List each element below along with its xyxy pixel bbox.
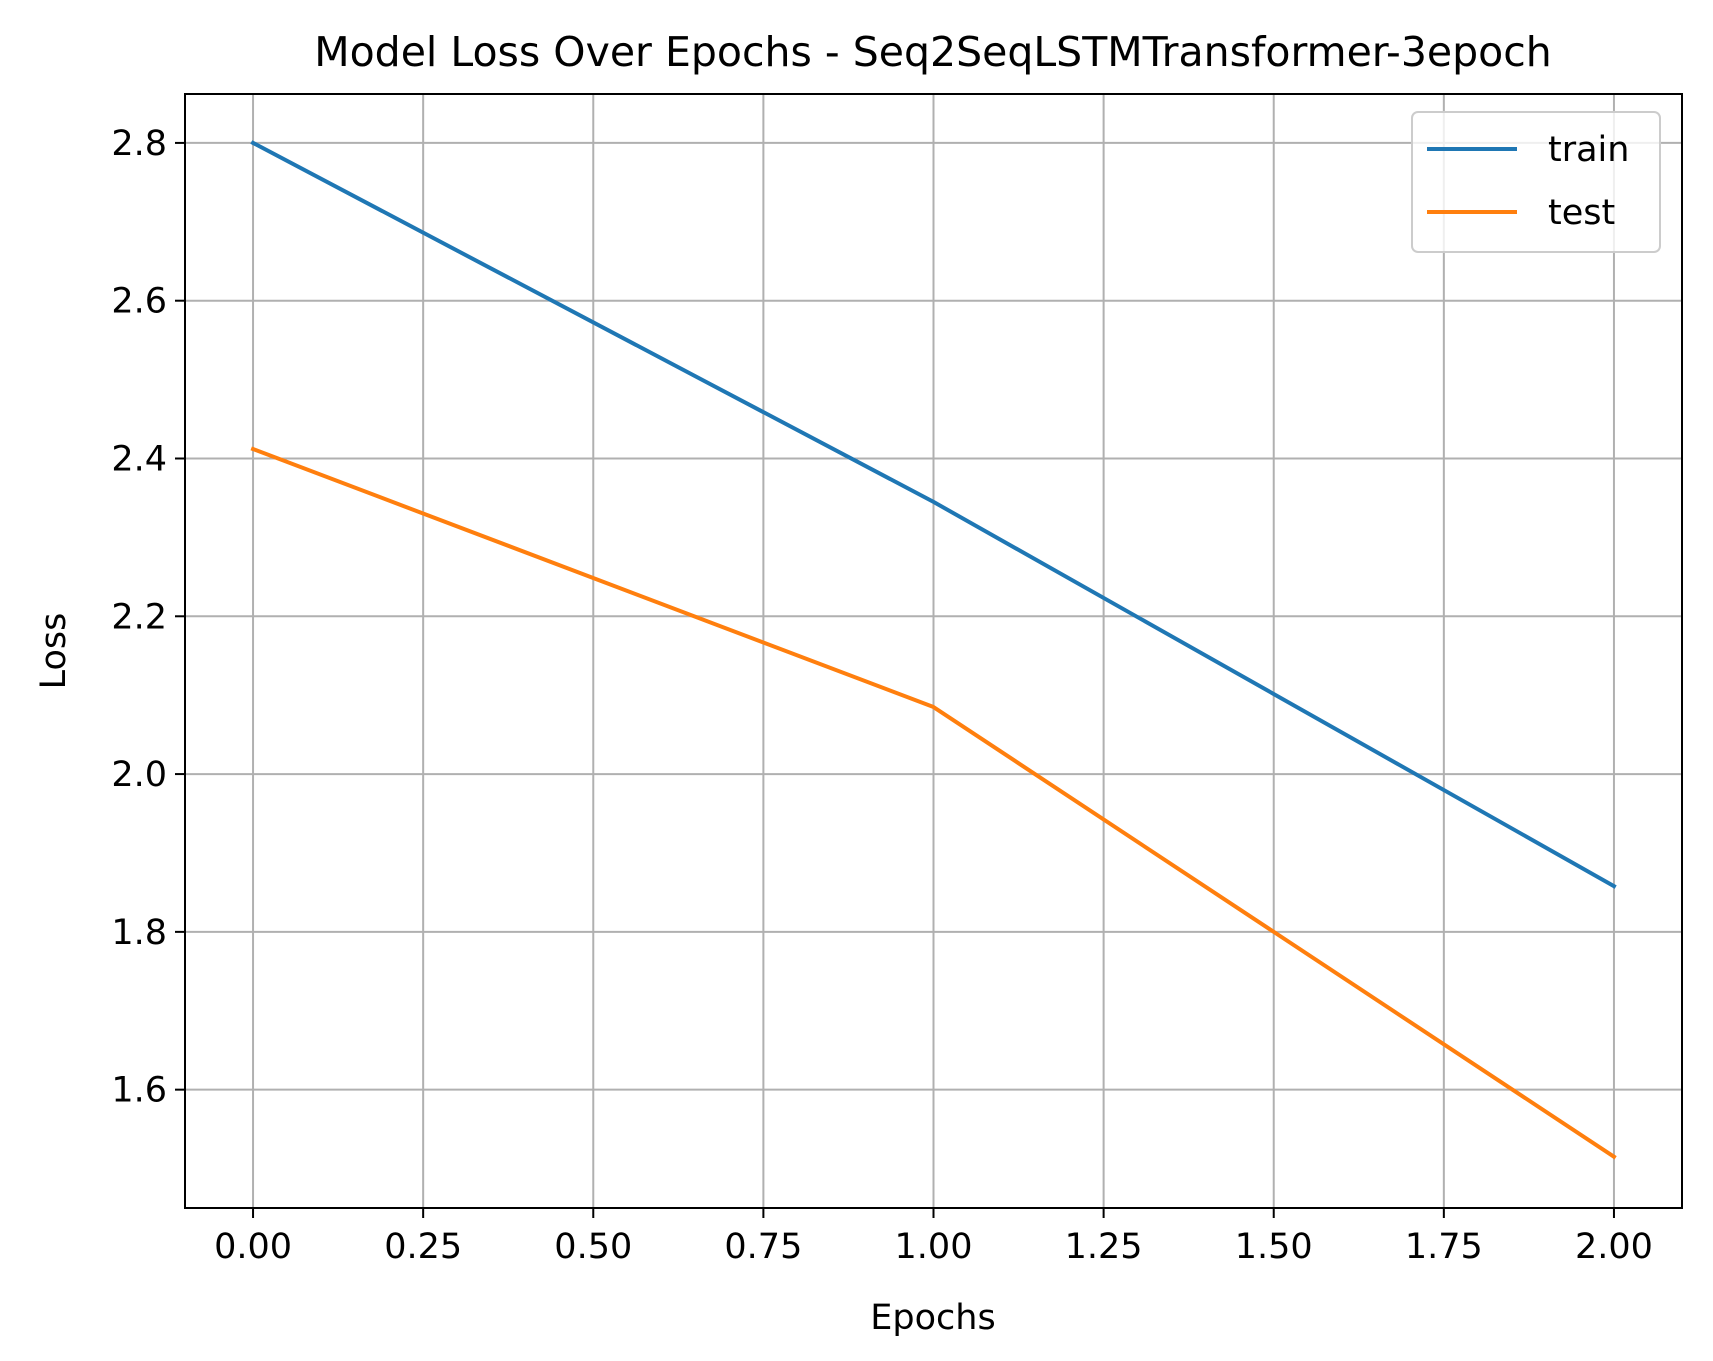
- x-tick-label: 1.50: [1235, 1227, 1313, 1267]
- series-line-train: [250, 140, 1617, 889]
- x-tick-label: 2.00: [1575, 1227, 1653, 1267]
- y-tick-label: 2.4: [111, 439, 167, 479]
- x-tick-label: 0.00: [214, 1227, 292, 1267]
- grid: [185, 94, 1682, 1208]
- y-tick-label: 2.0: [111, 755, 167, 795]
- x-axis-label: Epochs: [870, 1298, 995, 1338]
- legend-label-test: test: [1548, 193, 1615, 233]
- x-tick-label: 1.25: [1065, 1227, 1143, 1267]
- x-tick-label: 1.00: [895, 1227, 973, 1267]
- axis-ticks: 0.00 0.25 0.50 0.75 1.00 1.25 1.50 1.75 2.00 1.6 1…: [111, 124, 1653, 1267]
- x-tick-label: 0.25: [384, 1227, 462, 1267]
- legend: train test: [1411, 111, 1661, 253]
- y-tick-label: 2.8: [111, 124, 167, 164]
- y-tick-label: 1.6: [111, 1071, 167, 1111]
- x-tick-label: 0.75: [724, 1227, 802, 1267]
- y-axis-label: Loss: [34, 613, 74, 690]
- y-tick-label: 2.2: [111, 597, 167, 637]
- plot-lines: [250, 140, 1617, 1160]
- x-tick-label: 1.75: [1405, 1227, 1483, 1267]
- chart-title: Model Loss Over Epochs - Seq2SeqLSTMTran…: [314, 28, 1552, 76]
- y-tick-label: 1.8: [111, 913, 167, 953]
- series-line-test: [250, 446, 1617, 1160]
- legend-label-train: train: [1548, 130, 1629, 170]
- y-tick-label: 2.6: [111, 282, 167, 322]
- x-tick-label: 0.50: [554, 1227, 632, 1267]
